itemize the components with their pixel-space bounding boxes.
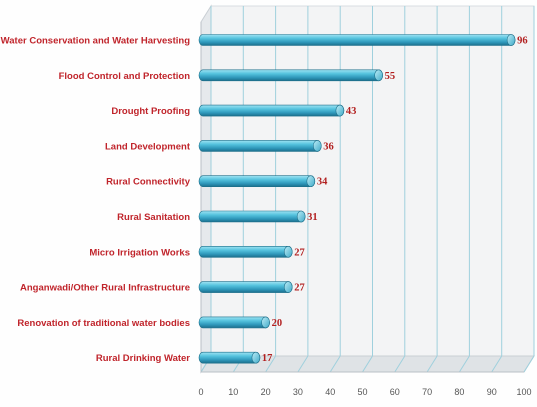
x-tick-label: 90: [487, 387, 497, 397]
x-tick-label: 100: [516, 387, 531, 397]
bar-body: [198, 210, 306, 223]
data-label: 17: [262, 353, 273, 364]
bar-body: [198, 175, 316, 187]
bar-cap: [506, 34, 516, 46]
gridline-floor: [523, 355, 535, 373]
category-label: Rural Connectivity: [106, 177, 191, 188]
x-tick-label: 60: [390, 387, 400, 397]
bar-cap: [374, 69, 383, 82]
data-label: 43: [346, 106, 357, 117]
bar: [198, 316, 270, 329]
data-label: 27: [294, 247, 305, 258]
data-label: 31: [307, 212, 318, 223]
category-label: Anganwadi/Other Rural Infrastructure: [20, 283, 190, 294]
data-label: 55: [385, 71, 396, 82]
category-label: Water Conservation and Water Harvesting: [1, 36, 191, 47]
category-label: Rural Sanitation: [117, 212, 190, 223]
data-label: 96: [517, 36, 528, 47]
bar-body: [198, 246, 293, 258]
data-label: 20: [272, 318, 283, 329]
bar: [198, 351, 261, 364]
bar-cap: [312, 140, 322, 152]
gridline-floor: [458, 355, 470, 373]
bar-body: [198, 34, 516, 46]
category-label: Flood Control and Protection: [59, 71, 191, 82]
gridline-floor: [394, 355, 406, 373]
x-tick-label: 80: [454, 387, 464, 397]
x-tick-label: 0: [198, 387, 203, 397]
gridline-floor: [362, 355, 373, 373]
x-tick-label: 50: [357, 387, 367, 397]
bar-cap: [251, 351, 261, 364]
bar: [198, 69, 383, 82]
x-tick-label: 70: [422, 387, 432, 397]
bar-body: [198, 281, 293, 293]
bar-cap: [335, 104, 345, 117]
category-label: Land Development: [105, 141, 191, 152]
bar-cap: [296, 210, 306, 223]
data-label: 27: [294, 283, 305, 294]
bar-cap: [261, 316, 270, 329]
bars-layer: [198, 34, 516, 364]
bar-cap: [283, 281, 293, 293]
bar: [198, 210, 306, 223]
bar-body: [198, 140, 322, 152]
bar-body: [198, 69, 383, 82]
x-tick-label: 30: [293, 387, 303, 397]
x-tick-label: 10: [228, 387, 238, 397]
category-label: Drought Proofing: [111, 106, 190, 117]
gridline-floor: [426, 355, 438, 373]
bar: [198, 246, 293, 258]
category-label: Rural Drinking Water: [96, 353, 190, 364]
bar-cap: [283, 246, 293, 258]
bar: [198, 281, 293, 293]
data-label: 36: [323, 141, 334, 152]
gridline-floor: [265, 355, 277, 373]
bar: [198, 34, 516, 46]
bar: [198, 175, 316, 187]
labels-layer: 0 10 20 30 40 50 60 70 80 90 100 Water Conservation…: [1, 36, 532, 398]
gridline-floor: [491, 355, 503, 373]
bar: [198, 140, 322, 152]
bar-body: [198, 351, 261, 364]
gridline-floor: [329, 355, 341, 373]
bar-body: [198, 316, 270, 329]
bar-cap: [306, 175, 316, 187]
x-tick-label: 40: [325, 387, 335, 397]
category-label: Renovation of traditional water bodies: [17, 318, 190, 329]
bar-body: [198, 104, 345, 117]
category-label: Micro Irrigation Works: [89, 247, 190, 258]
gridline-floor: [297, 355, 309, 373]
bar: [198, 104, 345, 117]
x-tick-label: 20: [261, 387, 271, 397]
data-label: 34: [317, 177, 328, 188]
